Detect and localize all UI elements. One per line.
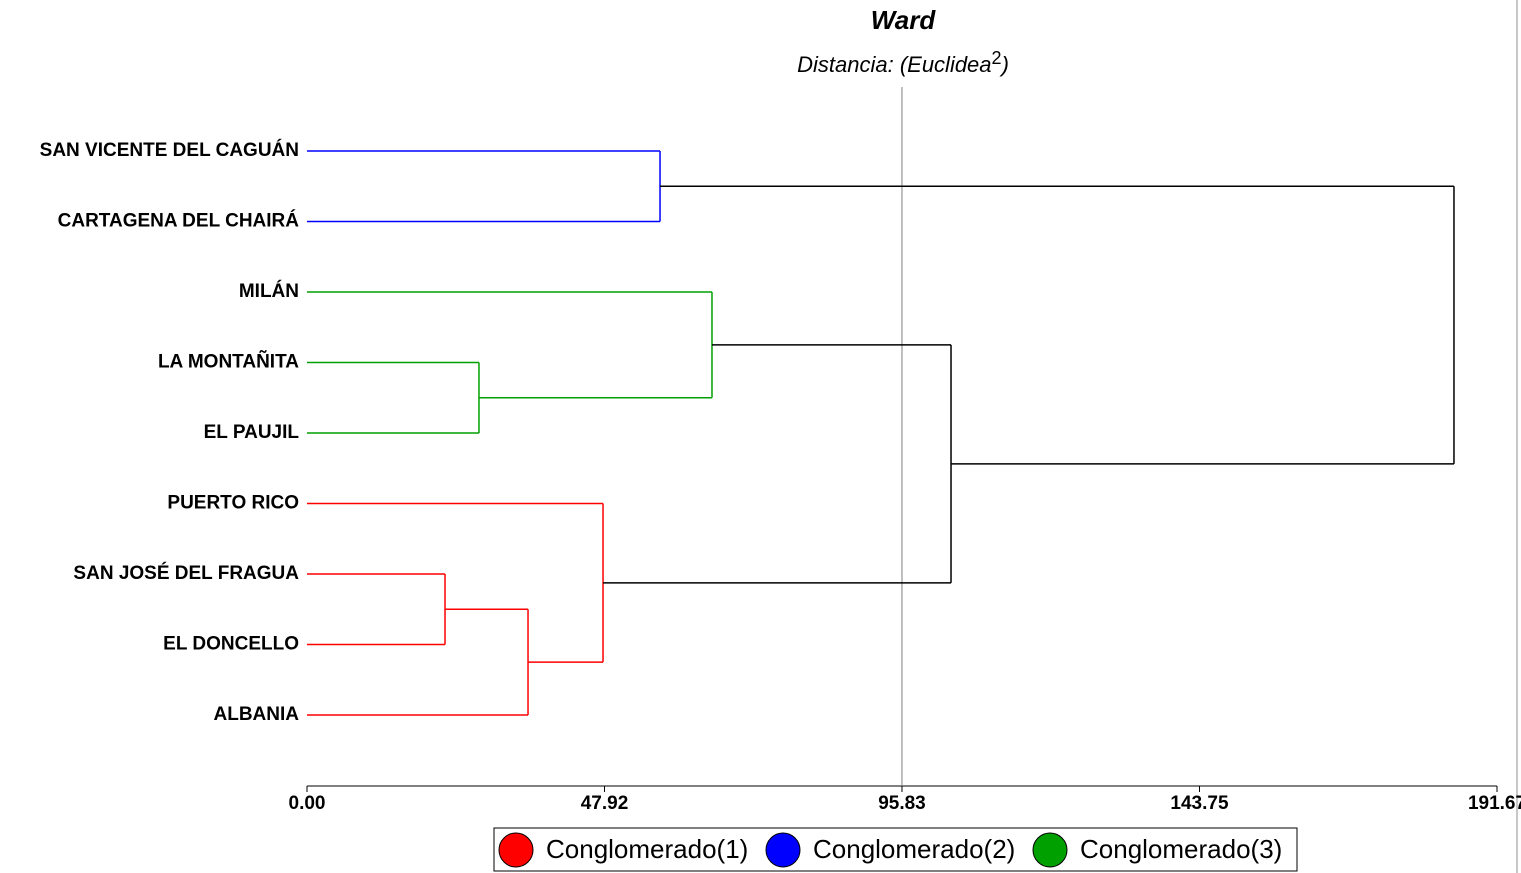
legend-box [493, 827, 1298, 872]
x-tick-label: 95.83 [878, 793, 926, 814]
subtitle-superscript: 2 [992, 48, 1002, 68]
leaf-label: MILÁN [239, 280, 299, 302]
x-tick-label: 191.67 [1468, 793, 1521, 814]
chart-title: Ward [871, 5, 937, 35]
x-tick-label: 143.75 [1170, 793, 1229, 814]
leaf-label: EL PAUJIL [204, 422, 300, 443]
leaf-label: PUERTO RICO [167, 493, 299, 514]
leaf-label: SAN JOSÉ DEL FRAGUA [73, 562, 299, 584]
leaf-label: CARTAGENA DEL CHAIRÁ [58, 210, 300, 232]
legend-swatch [765, 832, 801, 868]
leaf-label: SAN VICENTE DEL CAGUÁN [40, 139, 299, 161]
leaf-label: EL DONCELLO [163, 634, 299, 655]
legend-swatch [498, 832, 534, 868]
leaf-label: ALBANIA [214, 704, 300, 725]
subtitle-close: ) [999, 52, 1009, 77]
legend-swatch [1032, 832, 1068, 868]
legend-label: Conglomerado(2) [813, 834, 1015, 864]
chart-subtitle: Distancia: (Euclidea2) [797, 48, 1009, 77]
legend-label: Conglomerado(3) [1080, 834, 1282, 864]
legend-label: Conglomerado(1) [546, 834, 748, 864]
x-tick-label: 0.00 [289, 793, 326, 814]
x-tick-label: 47.92 [581, 793, 629, 814]
leaf-label: LA MONTAÑITA [158, 351, 299, 373]
subtitle-text: Distancia: (Euclidea [797, 52, 991, 77]
